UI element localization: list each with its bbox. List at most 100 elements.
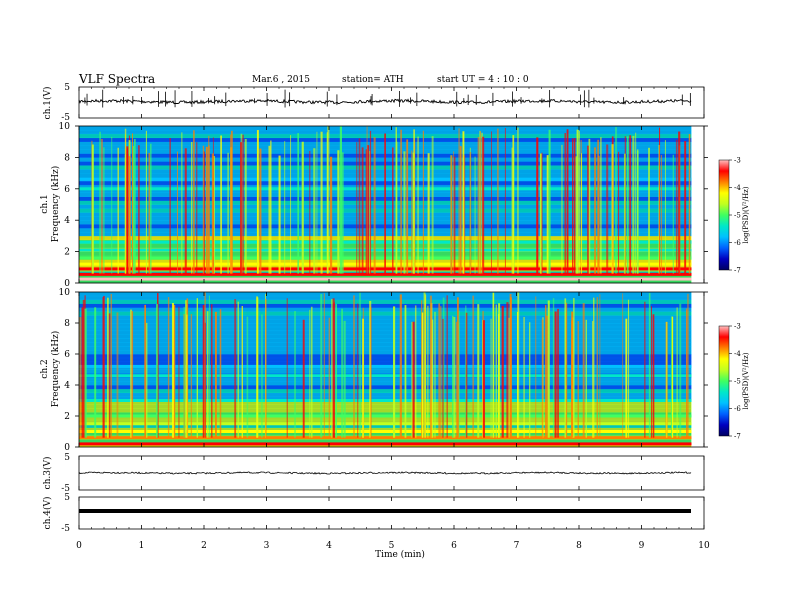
ch2-sferic-streak [241, 306, 243, 438]
ch2-ytick-label: 0 [64, 443, 70, 453]
ch2-noise-row [79, 334, 692, 339]
ch1-sferic-streak [541, 152, 543, 274]
ch1-sferic-streak [561, 144, 563, 274]
ch1-colorbar: -3 -4 -5 -6 -7 log(PSD)(V²/Hz) [718, 157, 750, 275]
ch2-colorbar-ticks: -3 -4 -5 -6 -7 [729, 323, 741, 441]
ch2-sferic-streak [359, 292, 361, 438]
ch1-sferic-streak [268, 145, 271, 274]
time-tick-label: 9 [639, 541, 645, 551]
ch1-sferic-streak [587, 145, 589, 274]
ch2-sferic-streak [94, 307, 97, 438]
ch2-colorbar-label: log(PSD)(V²/Hz) [742, 352, 750, 409]
ch4-waveform-ylabel: ch.4(V) [42, 497, 53, 530]
ch1-sferic-streak [337, 150, 340, 274]
ch1-sferic-streak [678, 131, 681, 274]
ch2-sferic-streak [442, 318, 444, 438]
ch2-noise-row [79, 377, 692, 382]
ch1-sferic-streak [242, 134, 244, 274]
ch1-colorbar-label: log(PSD)(V²/Hz) [742, 186, 750, 243]
ch2-sferic-streak [676, 307, 678, 438]
ch2-sferic-streak [465, 305, 467, 438]
ch2-noise-row [79, 295, 692, 301]
ch1-sferic-streak [309, 150, 311, 274]
ch1-sferic-streak [479, 130, 481, 274]
ch1-sferic-streak [403, 151, 406, 274]
ch2-sferic-streak [427, 305, 429, 438]
ch1-sferic-streak [566, 129, 569, 274]
ch2-noise-row [79, 427, 692, 432]
ch2-sferic-streak [234, 299, 237, 438]
ch1-sferic-streak [327, 126, 330, 274]
ch2-sferic-streak [341, 308, 344, 438]
ch2-noise-row [79, 307, 692, 312]
ch1-sferic-streak [412, 152, 415, 274]
ch1-sferic-streak [145, 130, 147, 274]
ch3-waveform-trace [78, 471, 692, 475]
ch1-sferic-streak [133, 138, 136, 274]
ch2-sferic-streak [472, 295, 475, 438]
ch1-sferic-streak [458, 128, 460, 274]
time-axis-ticks: 0 1 2 3 4 5 6 7 8 9 10 [76, 87, 710, 551]
ch1-sferic-streak [564, 133, 567, 274]
ch2-sferic-streak [554, 311, 557, 438]
ch2-colorbar-tick-label: -6 [734, 405, 741, 413]
ch2-sferic-streak [564, 298, 567, 438]
ch1-sferic-streak [227, 152, 229, 274]
ch2-noise-row [79, 431, 692, 436]
ch2-sferic-streak [547, 300, 550, 438]
ch2-sferic-streak [434, 311, 436, 438]
ch2-spectrogram-panel: 10 8 6 4 2 0 ch.2 Frequency (kHz) -3 -4 -5 -6 -7 … [40, 288, 750, 453]
ch2-noise-row [79, 419, 692, 425]
ch2-sferic-streak [335, 304, 337, 438]
ch2-sferic-streak [214, 311, 217, 438]
ch1-sferic-streak [320, 131, 323, 274]
ch2-sferic-streak [509, 293, 512, 438]
ch2-band [79, 364, 692, 368]
ch1-sferic-streak [184, 148, 187, 274]
ch1-sferic-streak [316, 131, 318, 274]
ch2-sferic-streak [432, 319, 434, 438]
start-time-label: start UT = 4 : 10 : 0 [437, 75, 529, 85]
ch2-band [79, 436, 692, 440]
ch2-noise-row [79, 346, 692, 351]
ch1-sferic-streak [504, 127, 506, 274]
ch2-colorbar-tick-label: -4 [734, 350, 741, 358]
ch2-sferic-streak [571, 311, 574, 438]
ch1-waveform-trace [78, 98, 692, 105]
ch2-sferic-streak [582, 303, 585, 438]
ch2-sferic-streak [211, 304, 213, 438]
ch1-sferic-streak [208, 135, 210, 274]
ch2-sferic-streak [79, 317, 82, 438]
ch2-sferic-streak [414, 305, 417, 438]
ch2-noise-row [79, 311, 692, 316]
ch2-sferic-streak [328, 317, 330, 438]
ch2-sferic-streak [286, 298, 288, 438]
ch2-noise-row [79, 388, 692, 394]
ch2-sferic-streak [412, 321, 415, 438]
ch2-sferic-streak [529, 322, 531, 438]
ch1-sferic-streak [149, 143, 152, 274]
ch1-sferic-streak [479, 131, 482, 274]
ch2-sferic-streak [573, 298, 575, 438]
ch2-sferic-streak [686, 308, 688, 438]
ch1-sferic-streak [126, 146, 129, 274]
ch1-sferic-streak [132, 133, 133, 274]
ch2-sferic-streak [183, 306, 185, 438]
ch2-noise-row [79, 416, 692, 421]
ch2-sferic-streak [178, 306, 180, 438]
time-tick-label: 6 [451, 541, 457, 551]
ch1-colorbar-tick-label: -4 [734, 184, 741, 192]
ch2-noise-row [79, 404, 692, 409]
ch1-sferic-streak [462, 131, 465, 274]
ch1-sferic-streak [361, 147, 364, 274]
ch2-ytick-label: 10 [59, 288, 71, 298]
ch2-sferic-streak [393, 306, 396, 438]
ch2-sferic-streak [369, 300, 372, 438]
ch1-ytick-label: 8 [64, 153, 70, 163]
ch1-spectrogram-yticks: 10 8 6 4 2 0 [59, 122, 708, 289]
ch2-sferic-streak [171, 303, 175, 438]
ch2-sferic-streak [566, 302, 568, 438]
ch1-sferic-streak [369, 130, 372, 274]
ch1-sferic-streak [474, 156, 476, 274]
